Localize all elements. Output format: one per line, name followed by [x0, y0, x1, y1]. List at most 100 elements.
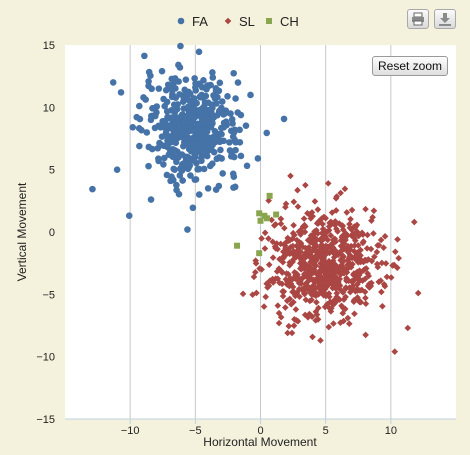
point-sl	[351, 242, 358, 249]
point-fa	[136, 142, 143, 150]
point-fa	[158, 67, 166, 75]
point-sl	[302, 223, 309, 230]
point-fa	[175, 190, 183, 198]
point-sl	[340, 296, 348, 303]
point-sl	[324, 282, 332, 289]
legend-item-fa[interactable]: FA	[177, 14, 209, 29]
legend-label: CH	[280, 14, 299, 29]
point-sl	[307, 248, 315, 256]
point-sl	[410, 218, 418, 226]
point-sl	[321, 280, 328, 287]
point-fa	[191, 151, 199, 159]
point-sl	[360, 258, 367, 266]
point-sl	[333, 297, 340, 305]
point-fa	[209, 133, 217, 141]
point-sl	[275, 309, 283, 317]
point-sl	[293, 242, 300, 250]
point-sl	[282, 200, 290, 208]
point-fa	[161, 102, 168, 110]
point-fa	[216, 137, 223, 144]
point-fa	[227, 110, 234, 117]
point-sl	[315, 218, 323, 225]
point-sl	[404, 324, 412, 332]
point-fa	[151, 124, 159, 132]
point-fa	[152, 112, 159, 120]
point-fa	[197, 125, 204, 133]
point-sl	[312, 317, 320, 324]
point-sl	[333, 248, 340, 256]
point-fa	[232, 138, 240, 146]
point-sl	[344, 265, 352, 272]
legend-item-ch[interactable]: CH	[266, 14, 299, 29]
point-fa	[254, 155, 262, 162]
point-fa	[222, 118, 230, 125]
point-sl	[342, 284, 350, 291]
point-sl	[320, 254, 328, 262]
point-sl	[311, 198, 319, 205]
legend[interactable]: FA SL CH	[177, 14, 299, 29]
point-ch	[266, 192, 273, 199]
point-sl	[250, 273, 258, 281]
point-sl	[377, 236, 385, 244]
point-fa	[209, 69, 216, 76]
point-fa	[198, 141, 205, 149]
point-sl	[357, 252, 364, 259]
point-sl	[362, 331, 369, 339]
point-fa	[89, 185, 96, 193]
point-sl	[315, 276, 323, 283]
point-sl	[312, 269, 320, 277]
point-sl	[338, 243, 346, 250]
axis-ticks: −10 −5 0 5 10 −15 −10 −5 0 5 10 15	[36, 40, 397, 437]
point-sl	[341, 185, 349, 193]
point-sl	[313, 252, 320, 260]
point-fa	[117, 89, 125, 96]
point-sl	[362, 257, 370, 264]
point-sl	[293, 270, 300, 277]
point-sl	[268, 216, 275, 224]
point-sl	[261, 245, 269, 252]
point-sl	[350, 298, 358, 306]
point-fa	[190, 114, 198, 121]
point-sl	[348, 206, 356, 214]
point-fa	[155, 155, 162, 162]
point-sl	[313, 236, 321, 244]
point-sl	[373, 248, 381, 256]
legend-marker	[177, 17, 185, 25]
point-sl	[274, 302, 282, 309]
point-sl	[319, 251, 327, 259]
x-tick-label: 10	[385, 425, 397, 437]
point-sl	[381, 233, 389, 240]
point-sl	[374, 263, 382, 271]
point-fa	[176, 91, 183, 98]
point-sl	[297, 255, 304, 262]
point-sl	[350, 270, 358, 277]
point-sl	[308, 275, 315, 283]
legend-item-sl[interactable]: SL	[224, 14, 255, 29]
point-fa	[280, 115, 288, 123]
point-sl	[353, 228, 361, 235]
point-sl	[311, 230, 318, 237]
point-sl	[269, 275, 276, 283]
x-tick-label: 0	[257, 425, 263, 437]
point-sl	[368, 217, 375, 224]
point-sl	[351, 235, 358, 242]
point-sl	[289, 258, 296, 266]
point-sl	[345, 320, 353, 328]
point-sl	[371, 253, 378, 260]
point-sl	[344, 257, 351, 264]
point-sl	[354, 242, 362, 249]
point-sl	[306, 254, 314, 261]
export-button[interactable]	[434, 9, 456, 29]
point-sl	[349, 282, 357, 290]
point-fa	[212, 84, 220, 92]
point-sl	[335, 269, 343, 277]
point-fa	[212, 186, 220, 193]
point-sl	[366, 284, 373, 291]
point-fa	[145, 78, 152, 85]
point-fa	[196, 93, 204, 101]
print-button[interactable]	[407, 9, 429, 29]
reset-zoom-button[interactable]: Reset zoom	[372, 56, 449, 76]
point-sl	[301, 270, 308, 278]
point-sl	[317, 337, 324, 344]
point-fa	[200, 105, 208, 112]
